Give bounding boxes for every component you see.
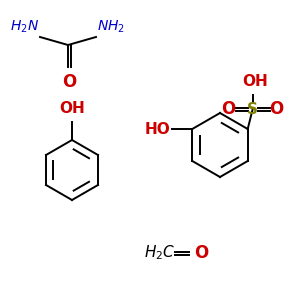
Text: S: S (247, 101, 258, 116)
Text: OH: OH (242, 74, 268, 89)
Text: O: O (222, 100, 236, 118)
Text: $NH_2$: $NH_2$ (97, 19, 125, 35)
Text: O: O (270, 100, 284, 118)
Text: O: O (194, 244, 208, 262)
Text: $H_2C$: $H_2C$ (144, 244, 175, 262)
Text: OH: OH (59, 101, 85, 116)
Text: $H_2N$: $H_2N$ (10, 19, 39, 35)
Text: HO: HO (145, 122, 170, 136)
Text: O: O (62, 73, 76, 91)
